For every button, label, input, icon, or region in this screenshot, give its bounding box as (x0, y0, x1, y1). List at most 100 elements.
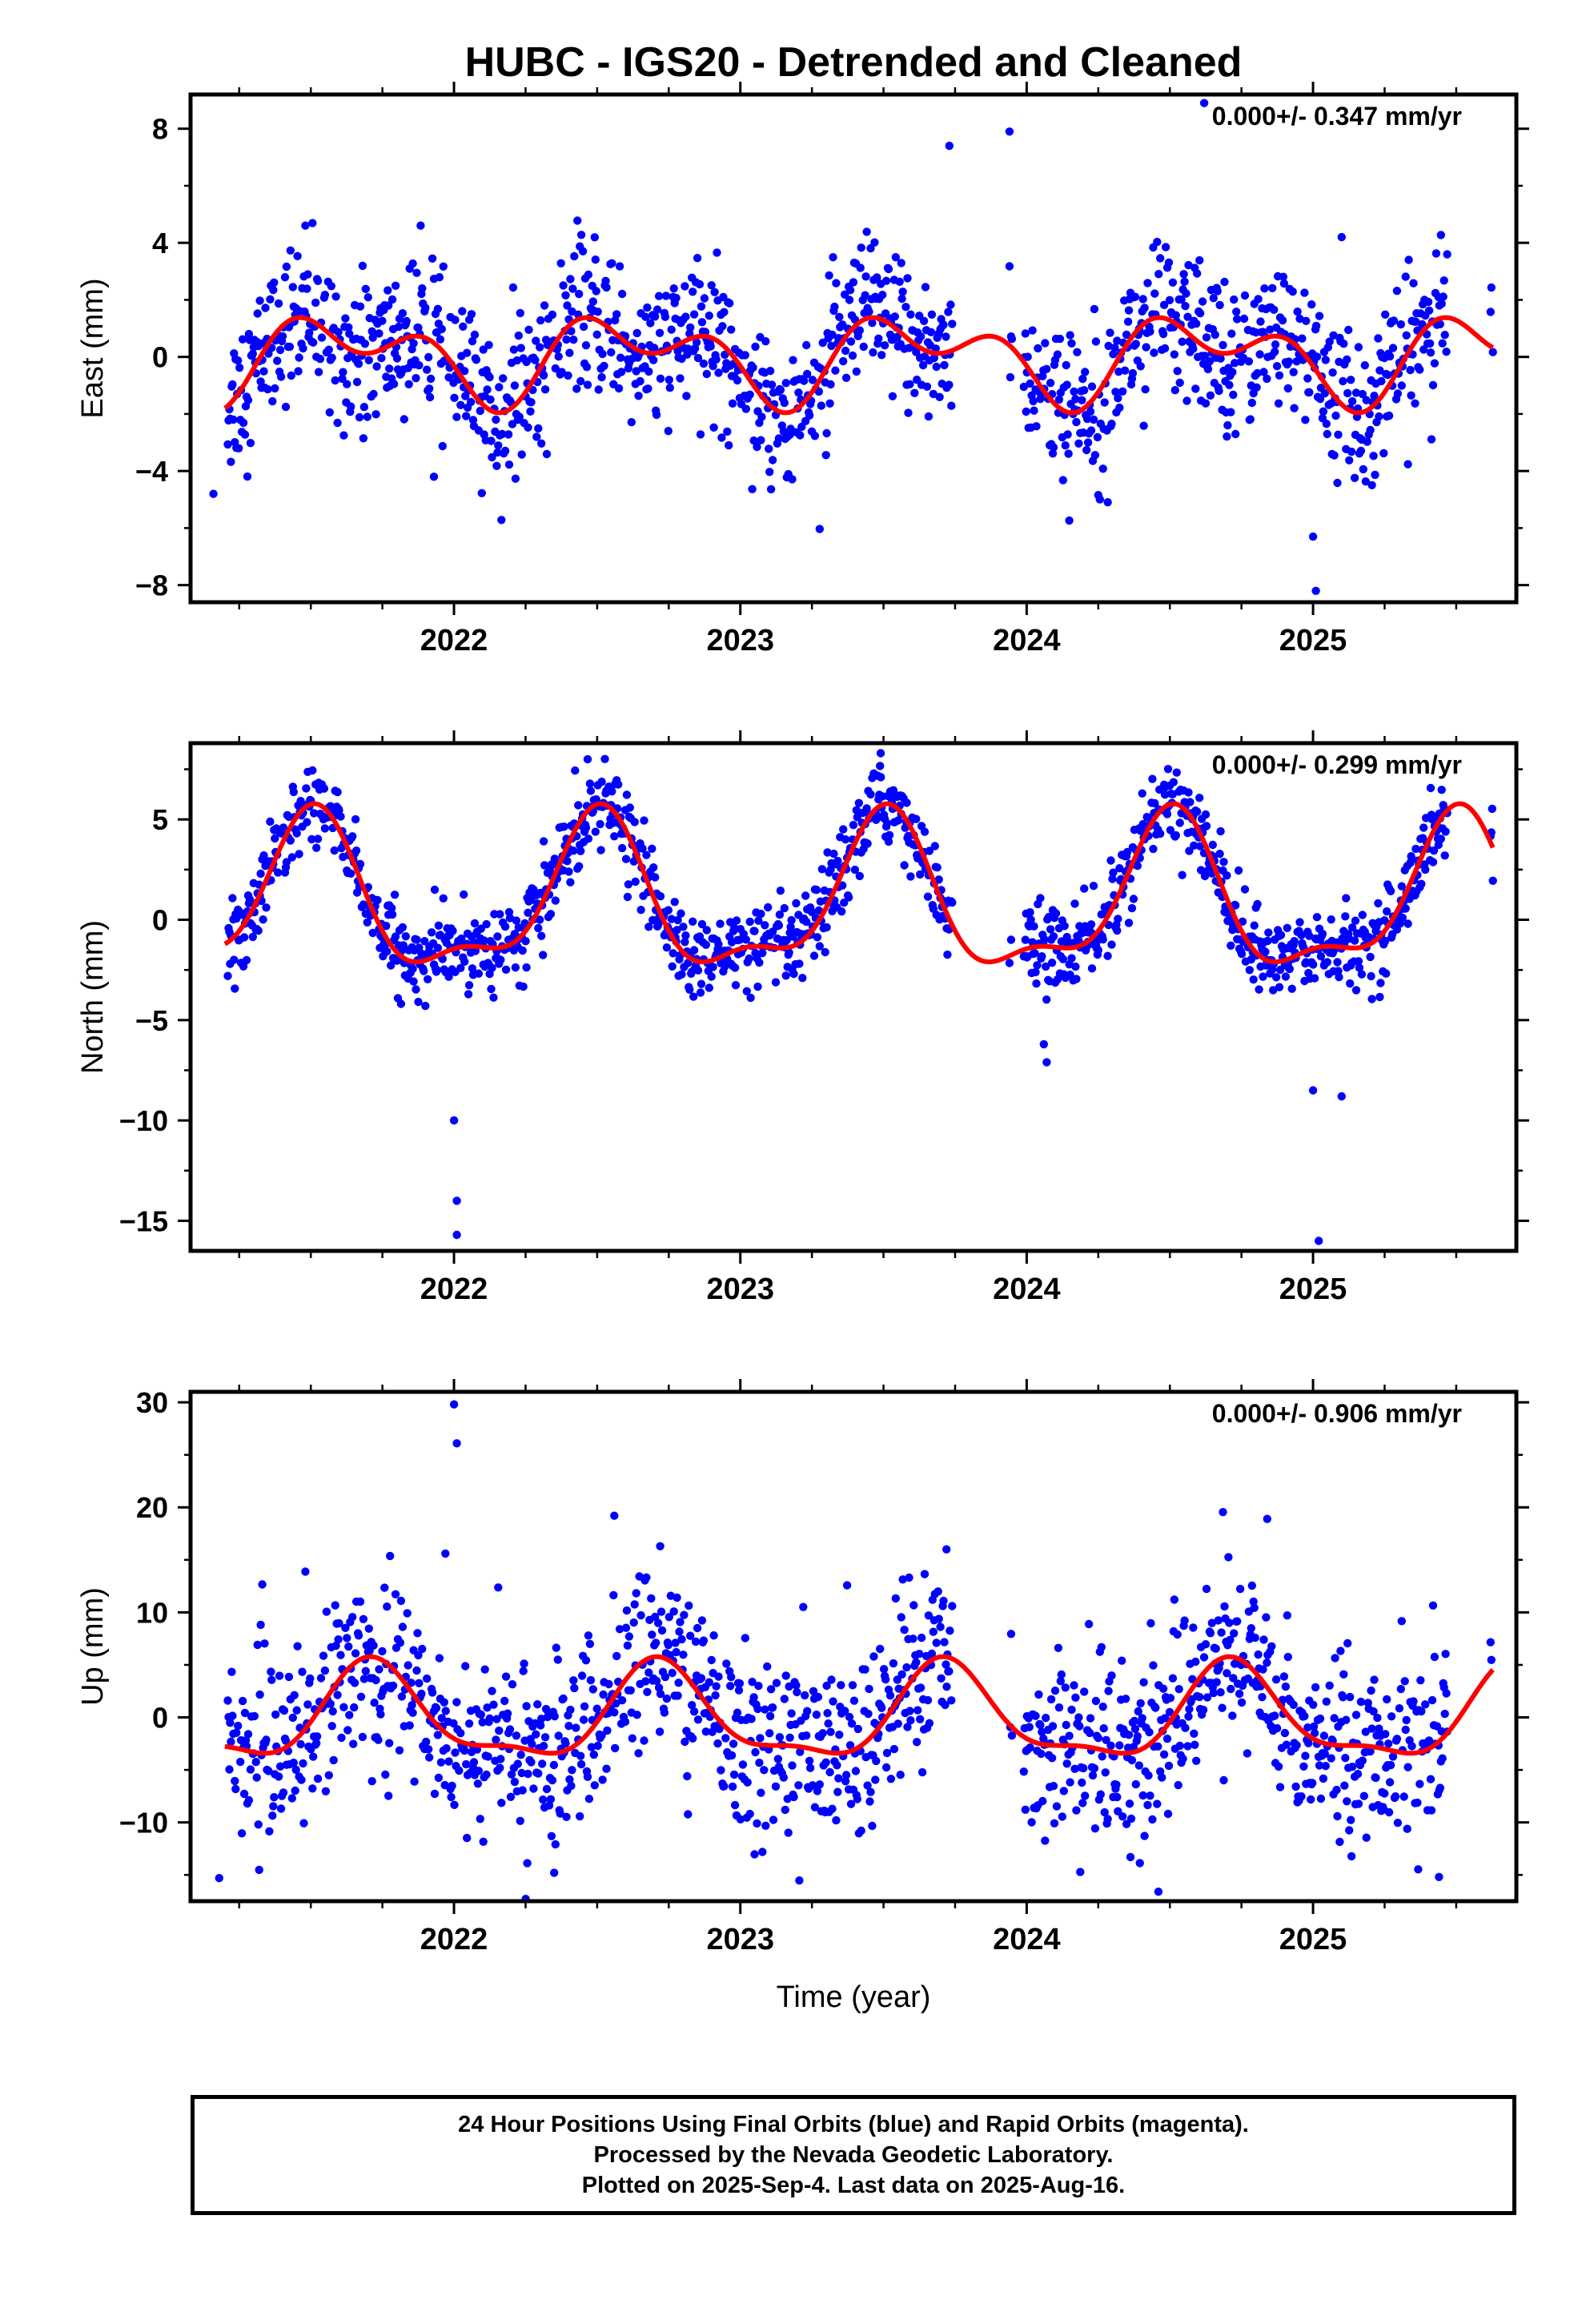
data-point (487, 984, 496, 994)
data-point (320, 291, 330, 300)
data-point (754, 916, 763, 925)
data-point (610, 832, 619, 841)
data-point (458, 307, 467, 316)
data-point (939, 1596, 948, 1606)
data-point (1283, 923, 1292, 933)
data-point (576, 1751, 585, 1760)
data-point (781, 971, 790, 980)
data-point (1259, 1665, 1267, 1674)
data-point (622, 790, 632, 799)
data-point (1165, 296, 1174, 304)
data-point (673, 926, 681, 935)
data-point (697, 1616, 707, 1625)
y-tick-label: −8 (135, 569, 168, 602)
data-point (287, 853, 296, 862)
data-point (1162, 1735, 1172, 1743)
data-point (448, 1781, 456, 1791)
rate-annotation: 0.000+/- 0.347 mm/yr (1212, 102, 1462, 131)
data-point (846, 1799, 856, 1808)
data-point (1411, 317, 1420, 326)
data-point (478, 1718, 487, 1727)
data-point (556, 259, 565, 267)
data-point (1032, 979, 1041, 988)
data-point (1040, 935, 1049, 944)
data-point (1006, 1630, 1016, 1638)
data-point (1169, 778, 1178, 786)
data-point (906, 1716, 915, 1725)
data-point (468, 336, 477, 346)
data-point (579, 322, 588, 332)
data-point (799, 1602, 808, 1611)
data-point (814, 387, 823, 396)
data-point (276, 1804, 286, 1813)
data-point (363, 293, 372, 302)
data-point (640, 1736, 648, 1745)
data-point (409, 339, 418, 348)
data-point (433, 943, 443, 952)
data-point (1067, 1705, 1076, 1715)
data-point (296, 1739, 305, 1749)
data-point (1193, 269, 1202, 278)
data-point (1381, 1730, 1390, 1739)
data-point (270, 278, 279, 287)
data-point (1417, 879, 1426, 889)
data-point (632, 367, 640, 376)
data-point (1437, 300, 1446, 308)
data-point (1382, 969, 1391, 978)
data-point (466, 397, 476, 407)
data-point (707, 1655, 716, 1665)
data-point (1064, 449, 1073, 458)
data-point (1029, 396, 1038, 406)
data-point (726, 1682, 735, 1691)
data-point (1381, 310, 1390, 319)
data-point (1201, 399, 1211, 408)
data-point (310, 809, 319, 818)
data-point (399, 941, 408, 950)
data-point (721, 962, 729, 971)
data-point (403, 1609, 412, 1618)
data-point (450, 1800, 459, 1809)
data-point (1407, 1742, 1416, 1751)
data-point (1153, 1799, 1162, 1808)
data-point (297, 1775, 306, 1784)
data-point (676, 374, 685, 383)
data-point (859, 342, 868, 352)
data-point (1353, 1770, 1363, 1779)
data-point (553, 1655, 562, 1664)
data-point (230, 955, 239, 964)
data-point (714, 368, 723, 377)
data-point (371, 1675, 380, 1685)
data-point (1225, 1618, 1234, 1627)
data-point (1220, 1602, 1229, 1611)
data-point (771, 1782, 781, 1791)
data-point (1271, 1675, 1281, 1684)
data-point (881, 276, 891, 285)
x-tick-label: 2024 (993, 624, 1061, 657)
data-point (884, 264, 893, 274)
data-point (948, 1602, 957, 1610)
data-point (697, 919, 707, 929)
data-point (580, 1702, 589, 1711)
data-point (327, 1722, 336, 1731)
data-point (369, 389, 378, 399)
data-point (274, 299, 283, 308)
data-point (1078, 374, 1087, 384)
data-point (1351, 986, 1361, 995)
data-point (246, 439, 255, 448)
data-point (396, 1596, 406, 1606)
data-point (303, 284, 311, 293)
data-point (900, 861, 909, 870)
data-point (1099, 1724, 1108, 1733)
data-point (757, 1788, 765, 1797)
data-point (929, 389, 938, 399)
data-point (817, 401, 825, 410)
data-point (565, 348, 574, 357)
data-point (449, 1400, 459, 1409)
data-point (866, 1787, 875, 1796)
data-point (826, 380, 835, 389)
data-point (1350, 936, 1359, 945)
data-point (821, 947, 829, 957)
data-point (226, 1719, 235, 1727)
data-point (390, 891, 400, 899)
data-point (1031, 967, 1040, 977)
